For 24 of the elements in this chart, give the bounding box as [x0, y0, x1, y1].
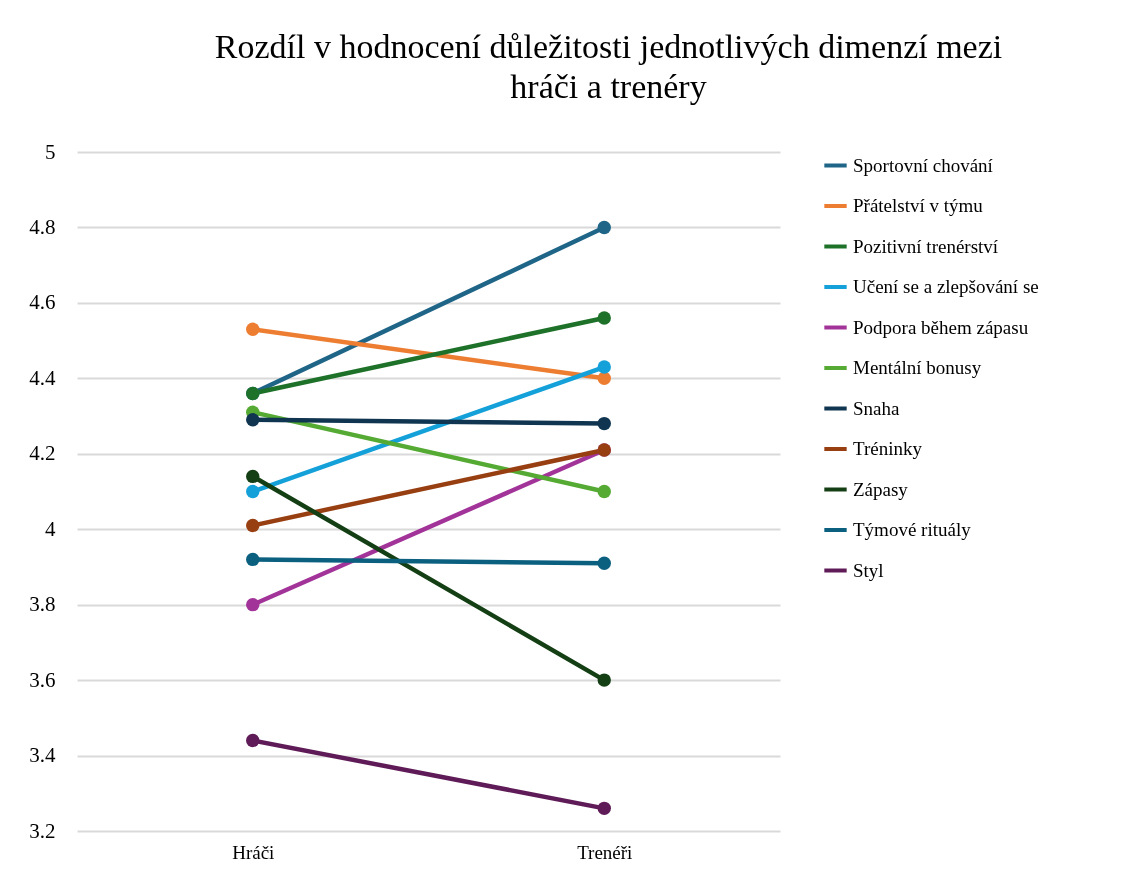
y-tick-label: 4.8: [29, 214, 56, 239]
y-tick-label: 3.2: [29, 818, 56, 843]
y-tick-label: 4.6: [29, 290, 56, 315]
legend-label: Přátelství v týmu: [853, 195, 984, 216]
y-tick-label: 3.8: [29, 592, 56, 617]
legend-label: Mentální bonusy: [853, 357, 982, 378]
legend-label: Tréninky: [853, 438, 923, 459]
legend-label: Zápasy: [853, 478, 909, 500]
legend-label: Snaha: [853, 397, 900, 419]
legend-label: Styl: [853, 559, 884, 581]
legend-label: Týmové rituály: [853, 519, 972, 540]
chart-title: Rozdíl v hodnocení důležitosti jednotlivých dimenzí mezi hráči a trenéry: [214, 28, 1003, 105]
legend-label: Sportovní chování: [853, 154, 994, 176]
x-tick-label: Trenéři: [577, 841, 633, 863]
y-tick-label: 3.4: [29, 743, 56, 768]
legend-label: Učení se a zlepšování se: [853, 276, 1039, 297]
y-tick-label: 4: [45, 516, 56, 541]
y-tick-label: 4.2: [29, 441, 56, 466]
y-tick-label: 3.6: [29, 667, 56, 692]
x-tick-label: Hráči: [232, 841, 275, 863]
legend-label: Pozitivní trenérství: [853, 235, 999, 257]
y-tick-label: 5: [45, 139, 56, 164]
y-tick-label: 4.4: [29, 365, 56, 390]
legend-label: Podpora během zápasu: [853, 316, 1029, 338]
